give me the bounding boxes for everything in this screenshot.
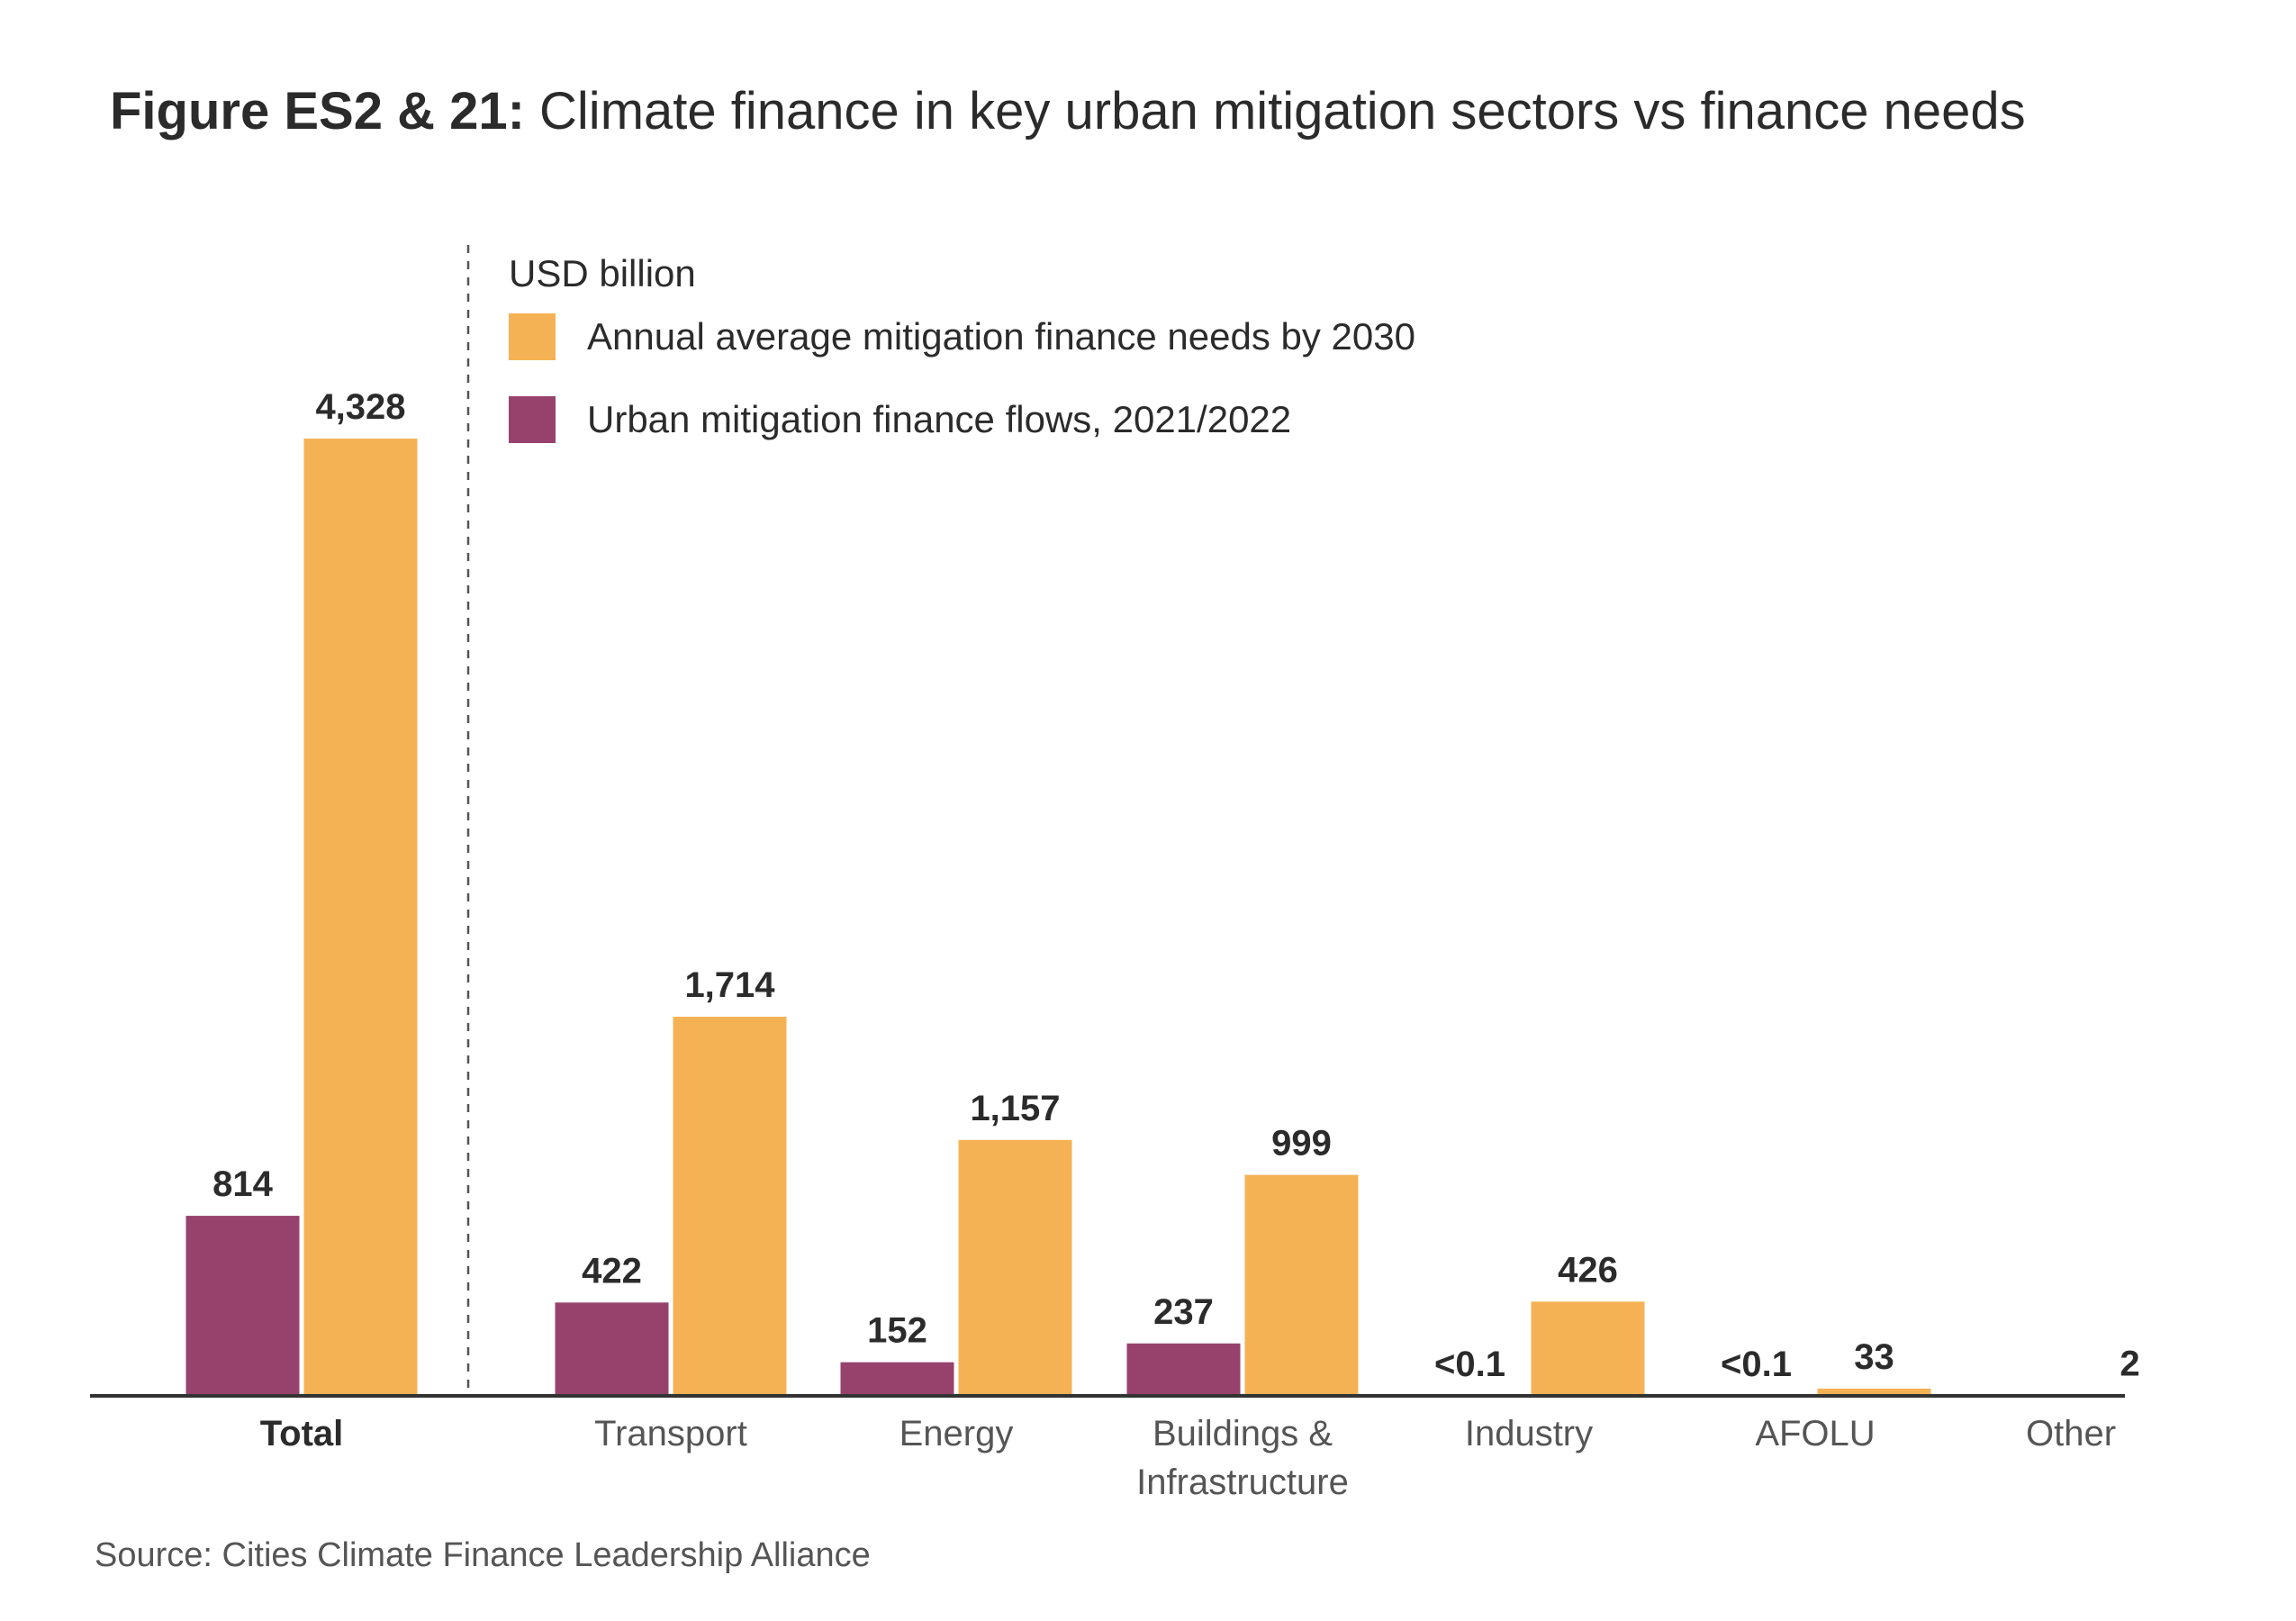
bar-needs-2 (958, 1139, 1072, 1396)
bar-flows-0 (185, 1216, 300, 1396)
bar-flows-3 (1126, 1343, 1241, 1396)
bar-needs-3 (1244, 1174, 1359, 1396)
legend-swatch-flows (509, 396, 556, 443)
legend-label-needs: Annual average mitigation finance needs … (587, 315, 1415, 358)
value-label-needs-3: 999 (1271, 1124, 1332, 1164)
chart-title-text: Climate finance in key urban mitigation … (524, 82, 2026, 140)
bar-needs-0 (303, 439, 418, 1396)
legend-swatch-needs (509, 313, 556, 360)
value-label-flows-1: 422 (582, 1251, 642, 1290)
category-label-3-line-0: Buildings & (1153, 1414, 1333, 1453)
value-label-flows-4: <0.1 (1434, 1345, 1505, 1384)
category-label-1: Transport (594, 1414, 747, 1453)
value-label-needs-5: 33 (1854, 1337, 1894, 1377)
value-label-flows-5: <0.1 (1721, 1345, 1792, 1384)
category-label-5: AFOLU (1755, 1414, 1875, 1453)
legend-unit-label: USD billion (509, 252, 696, 294)
value-label-flows-2: 152 (867, 1311, 927, 1351)
value-label-needs-6: 2 (2120, 1345, 2139, 1384)
source-note: Source: Cities Climate Finance Leadershi… (95, 1536, 871, 1574)
bar-needs-4 (1531, 1301, 1645, 1396)
category-label-0: Total (260, 1414, 344, 1453)
category-label-4: Industry (1465, 1414, 1593, 1453)
bar-needs-5 (1817, 1388, 1931, 1396)
value-label-needs-0: 4,328 (315, 387, 405, 427)
chart-title-figure-number: Figure ES2 & 21: (110, 82, 525, 140)
value-label-flows-3: 237 (1153, 1292, 1214, 1332)
category-label-6: Other (2026, 1414, 2116, 1453)
bar-flows-2 (840, 1362, 954, 1396)
category-label-2: Energy (899, 1414, 1014, 1453)
bar-needs-1 (673, 1017, 787, 1396)
value-label-needs-1: 1,714 (684, 965, 775, 1005)
legend-label-flows: Urban mitigation finance flows, 2021/202… (587, 398, 1291, 440)
value-label-flows-0: 814 (212, 1164, 273, 1204)
category-label-3-line-1: Infrastructure (1136, 1463, 1349, 1502)
chart-title: Figure ES2 & 21: Climate finance in key … (110, 81, 2026, 141)
bar-flows-1 (555, 1302, 669, 1396)
value-label-needs-4: 426 (1558, 1250, 1618, 1290)
value-label-needs-2: 1,157 (970, 1089, 1060, 1128)
